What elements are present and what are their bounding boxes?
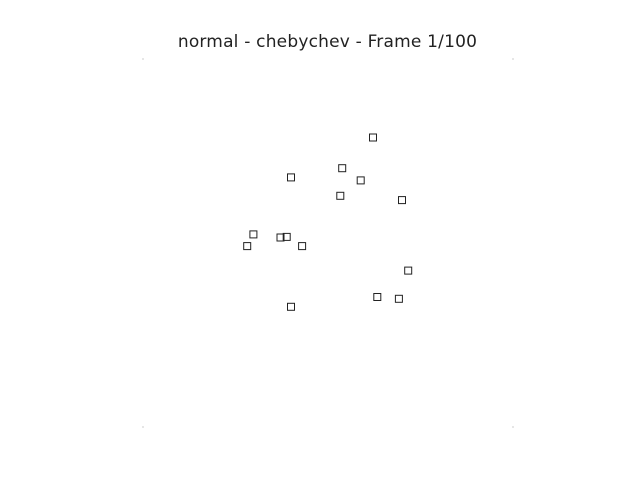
- data-point-13: [373, 293, 382, 301]
- plot-corner-top-right: [512, 58, 514, 60]
- data-point-12: [404, 266, 413, 275]
- data-point-1: [369, 133, 377, 142]
- data-point-3: [356, 176, 365, 185]
- plot-corner-bottom-right: [512, 426, 514, 428]
- corner-markers: [142, 58, 514, 428]
- data-point-9: [282, 232, 291, 241]
- data-point-15: [287, 302, 295, 311]
- data-point-10: [243, 242, 252, 251]
- data-point-4: [287, 173, 295, 182]
- data-point-5: [336, 191, 345, 200]
- data-point-6: [398, 196, 406, 205]
- chart-title: normal - chebychev - Frame 1/100: [177, 32, 478, 52]
- data-point-14: [394, 294, 403, 303]
- data-point-8: [276, 233, 285, 242]
- data-point-11: [298, 242, 307, 251]
- plot-corner-top-left: [142, 58, 144, 60]
- data-points: [243, 133, 413, 311]
- data-point-2: [338, 164, 347, 173]
- plot-corner-bottom-left: [142, 426, 144, 428]
- data-point-7: [249, 230, 258, 239]
